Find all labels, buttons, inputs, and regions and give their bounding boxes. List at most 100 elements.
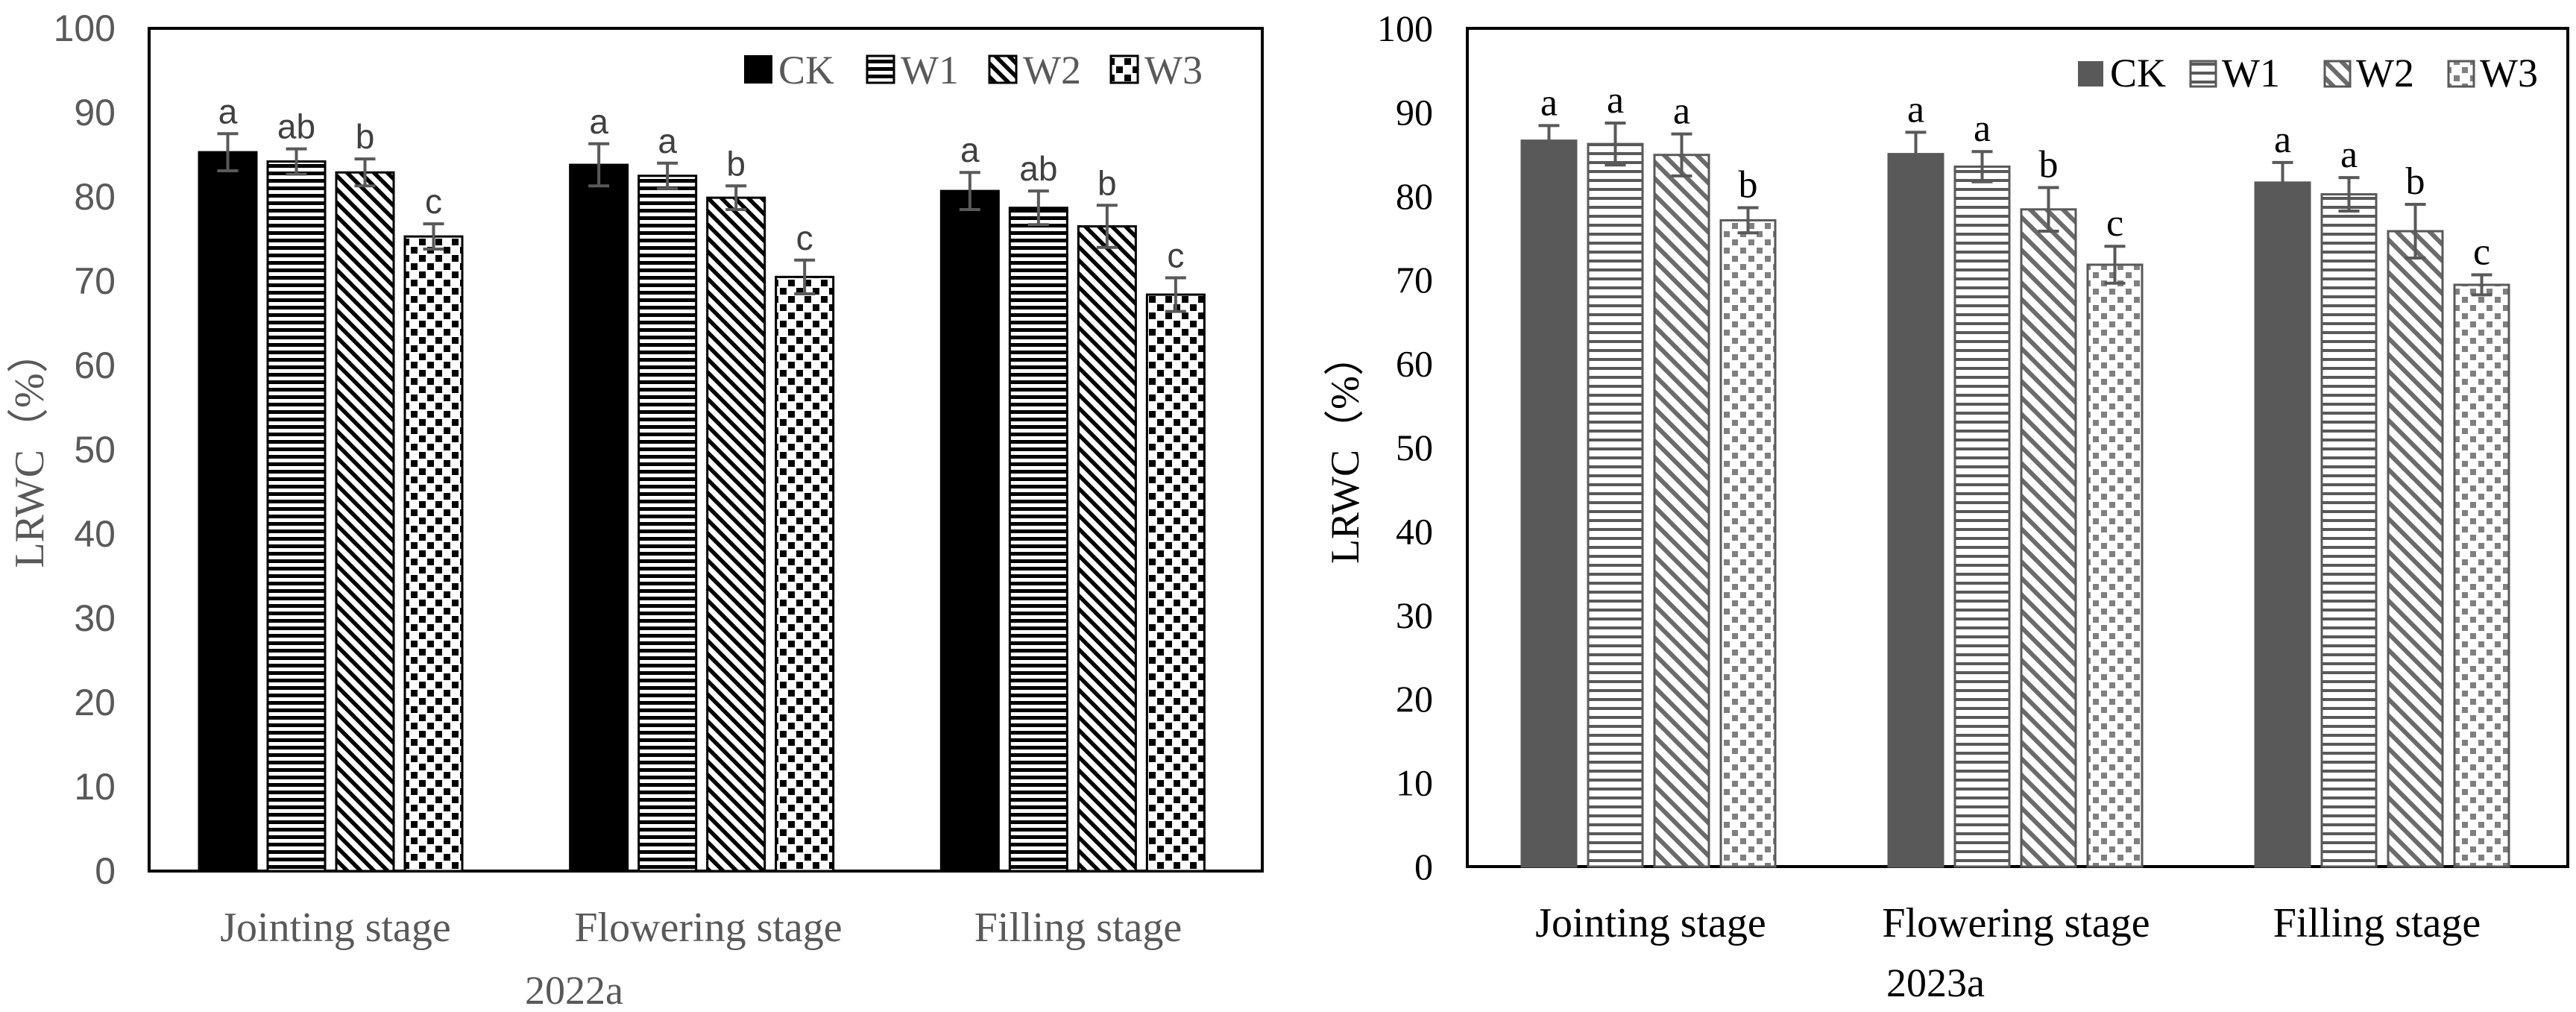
y-tick-label: 90 bbox=[74, 92, 116, 133]
significance-letter: a bbox=[1907, 88, 1924, 131]
bar-w1-flowering bbox=[637, 175, 698, 873]
significance-letter: a bbox=[1974, 107, 1991, 150]
y-tick-label: 0 bbox=[95, 850, 116, 892]
legend-swatch-w3 bbox=[1109, 54, 1139, 84]
significance-letter: b bbox=[2406, 160, 2425, 203]
legend-label-ck: CK bbox=[778, 48, 834, 92]
bars: a a a b a a b c a a b c bbox=[1520, 79, 2510, 868]
y-tick-label: 10 bbox=[74, 766, 116, 808]
legend-label-w3: W3 bbox=[1144, 48, 1203, 92]
bar-w1-jointing bbox=[1587, 142, 1644, 868]
bar-w3-jointing bbox=[403, 235, 464, 873]
legend-label-w1: W1 bbox=[2222, 51, 2280, 95]
significance-letter: a bbox=[1607, 79, 1624, 122]
significance-letter: ab bbox=[277, 107, 315, 146]
bar-ck-jointing bbox=[1520, 139, 1578, 868]
bar-ck-flowering bbox=[569, 163, 629, 873]
legend: CK W1 W2 W3 bbox=[744, 48, 1203, 92]
y-tick-label: 100 bbox=[1377, 7, 1433, 49]
legend-swatch-w3 bbox=[2447, 60, 2475, 88]
chart-2023a: 0 10 20 30 40 50 60 70 80 90 100 a a a b a a b c a a b c Join… bbox=[1323, 7, 2569, 1005]
bar-w3-filling bbox=[1145, 293, 1206, 873]
significance-letter: a bbox=[218, 92, 238, 131]
panel-label: 2023a bbox=[1886, 961, 1985, 1005]
y-tick-label: 40 bbox=[74, 513, 116, 555]
y-axis-label: LRWC（%） bbox=[7, 331, 53, 568]
significance-letter: c bbox=[425, 182, 442, 221]
significance-letter: c bbox=[2106, 202, 2123, 245]
legend-label-w2: W2 bbox=[1023, 48, 1081, 92]
significance-letter: a bbox=[1673, 90, 1690, 133]
legend-label-w2: W2 bbox=[2356, 51, 2414, 95]
plot-area bbox=[148, 27, 1264, 873]
bar-w1-filling bbox=[1008, 207, 1068, 873]
y-axis-ticks: 0 10 20 30 40 50 60 70 80 90 100 bbox=[54, 7, 116, 892]
significance-letter: b bbox=[726, 144, 746, 183]
legend-swatch-w1 bbox=[2189, 60, 2217, 88]
y-axis-label: LRWC（%） bbox=[1323, 336, 1367, 564]
x-category-label: Flowering stage bbox=[1882, 900, 2150, 946]
significance-letter: a bbox=[589, 102, 608, 141]
y-tick-label: 10 bbox=[1396, 762, 1433, 804]
legend-label-w1: W1 bbox=[901, 48, 959, 92]
bar-w3-filling bbox=[2453, 283, 2510, 868]
bar-ck-filling bbox=[2254, 181, 2311, 868]
bar-w2-filling bbox=[2387, 230, 2444, 868]
significance-letter: ab bbox=[1019, 149, 1057, 188]
y-tick-label: 50 bbox=[74, 429, 116, 471]
bar-w2-jointing bbox=[335, 171, 395, 873]
x-category-label: Jointing stage bbox=[1535, 900, 1766, 946]
significance-letter: a bbox=[2340, 133, 2358, 176]
bar-w3-flowering bbox=[775, 275, 835, 873]
bar-w3-flowering bbox=[2086, 263, 2144, 868]
x-axis-labels: Jointing stage Flowering stage Filling sta… bbox=[1535, 900, 2481, 946]
bar-ck-flowering bbox=[1887, 153, 1944, 868]
significance-letter: b bbox=[356, 117, 375, 156]
x-category-label: Filling stage bbox=[974, 905, 1182, 951]
y-tick-label: 0 bbox=[1414, 846, 1433, 887]
x-axis-labels: Jointing stage Flowering stage Filling sta… bbox=[220, 905, 1182, 951]
panel-label: 2022a bbox=[525, 968, 623, 1012]
y-tick-label: 30 bbox=[1396, 594, 1433, 636]
legend: CK W1 W2 W3 bbox=[2078, 51, 2538, 95]
significance-letter: c bbox=[1167, 236, 1184, 274]
y-tick-label: 60 bbox=[74, 345, 116, 386]
y-tick-label: 60 bbox=[1396, 343, 1433, 385]
x-category-label: Flowering stage bbox=[574, 905, 842, 951]
y-tick-label: 20 bbox=[74, 682, 116, 723]
significance-letter: a bbox=[960, 131, 980, 169]
significance-letter: a bbox=[2274, 119, 2291, 161]
bar-w3-jointing bbox=[1719, 219, 1777, 868]
legend-label-ck: CK bbox=[2110, 51, 2166, 95]
significance-letter: c bbox=[796, 219, 813, 257]
y-tick-label: 40 bbox=[1396, 510, 1433, 552]
y-tick-label: 80 bbox=[74, 176, 116, 218]
bar-w2-filling bbox=[1077, 225, 1137, 873]
bar-w2-flowering bbox=[706, 196, 766, 873]
bar-w1-jointing bbox=[266, 160, 327, 873]
bar-ck-filling bbox=[939, 189, 1000, 873]
y-tick-label: 100 bbox=[54, 7, 116, 49]
significance-letter: a bbox=[658, 122, 677, 160]
legend-swatch-ck bbox=[2078, 61, 2103, 87]
y-tick-label: 80 bbox=[1396, 175, 1433, 217]
y-axis-ticks: 0 10 20 30 40 50 60 70 80 90 100 bbox=[1377, 7, 1433, 887]
x-category-label: Jointing stage bbox=[220, 905, 451, 951]
y-tick-label: 30 bbox=[74, 597, 116, 639]
x-category-label: Filling stage bbox=[2273, 900, 2481, 946]
bar-w2-flowering bbox=[2020, 208, 2077, 868]
bar-w2-jointing bbox=[1653, 154, 1710, 868]
legend-label-w3: W3 bbox=[2480, 51, 2538, 95]
legend-swatch-w2 bbox=[2323, 60, 2352, 88]
y-tick-label: 70 bbox=[1396, 259, 1433, 301]
legend-swatch-w1 bbox=[866, 54, 895, 84]
significance-letter: a bbox=[1540, 81, 1558, 124]
significance-letter: b bbox=[1739, 164, 1758, 207]
y-tick-label: 90 bbox=[1396, 91, 1433, 133]
bar-w1-filling bbox=[2320, 193, 2378, 868]
significance-letter: c bbox=[2473, 230, 2490, 273]
significance-letter: b bbox=[2039, 144, 2059, 186]
significance-letter: b bbox=[1098, 163, 1117, 202]
